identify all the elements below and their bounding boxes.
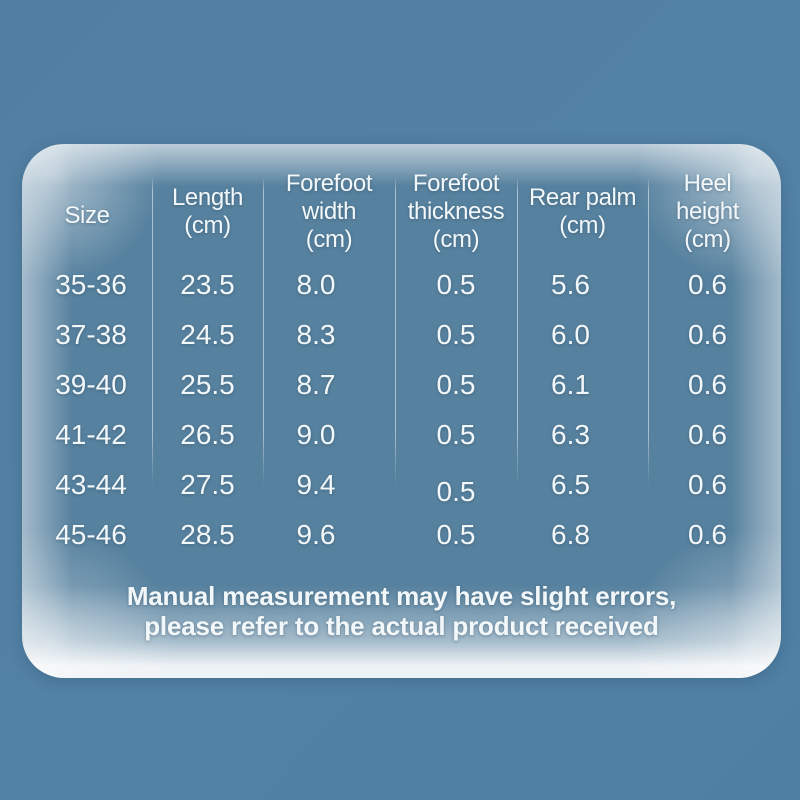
header-label: width — [301, 198, 357, 225]
header-unit: (cm) — [559, 212, 606, 239]
table-row: 45-46 28.5 9.6 0.5 6.8 0.6 — [22, 510, 781, 560]
header-label: Forefoot — [412, 170, 500, 197]
column-divider — [263, 177, 264, 486]
table-row: 35-36 23.5 8.0 0.5 5.6 0.6 — [22, 260, 781, 310]
cell-forefoot-width: 9.4 — [296, 469, 336, 500]
header-unit: (cm) — [432, 226, 480, 253]
cell-forefoot-thickness: 0.5 — [436, 319, 476, 350]
cell-heel-height: 0.6 — [688, 519, 727, 550]
header-cell-size: Size — [22, 166, 152, 258]
size-chart-card: Size Length (cm) Forefoot width (cm) For… — [22, 144, 781, 678]
cell-forefoot-thickness: 0.5 — [436, 269, 476, 300]
cell-forefoot-thickness: 0.5 — [436, 419, 476, 450]
header-label: height — [676, 198, 739, 225]
cell-heel-height: 0.6 — [688, 319, 727, 350]
cell-heel-height: 0.6 — [688, 369, 727, 400]
cell-heel-height: 0.6 — [688, 419, 727, 450]
cell-length: 26.5 — [180, 419, 235, 450]
cell-forefoot-width: 8.0 — [296, 269, 336, 300]
header-label: Length — [171, 184, 243, 211]
cell-forefoot-thickness: 0.5 — [436, 519, 476, 550]
cell-heel-height: 0.6 — [688, 469, 727, 500]
cell-forefoot-thickness: 0.5 — [436, 476, 476, 507]
table-row: 37-38 24.5 8.3 0.5 6.0 0.6 — [22, 310, 781, 360]
cell-size: 41-42 — [55, 419, 127, 450]
cell-rear-palm: 6.5 — [551, 469, 590, 500]
header-label: Size — [64, 201, 110, 229]
cell-forefoot-width: 8.7 — [296, 369, 336, 400]
cell-size: 39-40 — [55, 369, 127, 400]
cell-rear-palm: 5.6 — [551, 269, 590, 300]
disclaimer-line-1: Manual measurement may have slight error… — [126, 581, 677, 611]
header-cell-forefoot-thickness: Forefoot thickness (cm) — [395, 166, 517, 258]
cell-rear-palm: 6.0 — [551, 319, 590, 350]
table-row: 39-40 25.5 8.7 0.5 6.1 0.6 — [22, 360, 781, 410]
cell-forefoot-width: 9.0 — [296, 419, 336, 450]
cell-size: 45-46 — [55, 519, 127, 550]
header-cell-rear-palm: Rear palm (cm) — [517, 166, 648, 258]
cell-rear-palm: 6.8 — [551, 519, 590, 550]
cell-rear-palm: 6.3 — [551, 419, 590, 450]
cell-forefoot-width: 8.3 — [296, 319, 336, 350]
cell-forefoot-width: 9.6 — [296, 519, 336, 550]
cell-length: 23.5 — [180, 269, 235, 300]
cell-heel-height: 0.6 — [688, 269, 727, 300]
header-label: Heel — [683, 170, 732, 197]
cell-forefoot-thickness: 0.5 — [436, 369, 476, 400]
cell-rear-palm: 6.1 — [551, 369, 590, 400]
column-divider — [395, 177, 396, 486]
column-divider — [517, 177, 518, 486]
header-unit: (cm) — [305, 226, 353, 253]
header-unit: (cm) — [184, 212, 231, 239]
cell-size: 43-44 — [55, 469, 127, 500]
disclaimer-line-2: please refer to the actual product recei… — [144, 611, 659, 641]
header-cell-heel-height: Heel height (cm) — [648, 166, 781, 258]
header-cell-forefoot-width: Forefoot width (cm) — [263, 166, 395, 258]
disclaimer-note: Manual measurement may have slight error… — [22, 581, 781, 641]
table-row: 41-42 26.5 9.0 0.5 6.3 0.6 — [22, 410, 781, 460]
cell-length: 27.5 — [180, 469, 235, 500]
cell-size: 35-36 — [55, 269, 127, 300]
table-header-row: Size Length (cm) Forefoot width (cm) For… — [22, 166, 781, 258]
cell-length: 24.5 — [180, 319, 235, 350]
header-label: Rear palm — [528, 184, 637, 211]
header-cell-length: Length (cm) — [152, 166, 263, 258]
cell-length: 28.5 — [180, 519, 235, 550]
table-row: 43-44 27.5 9.4 0.5 6.5 0.6 — [22, 460, 781, 510]
header-label: thickness — [407, 198, 505, 225]
column-divider — [648, 177, 649, 486]
header-label: Forefoot — [285, 170, 373, 197]
column-divider — [152, 177, 153, 486]
table-body: 35-36 23.5 8.0 0.5 5.6 0.6 37-38 24.5 8.… — [22, 260, 781, 560]
cell-size: 37-38 — [55, 319, 127, 350]
header-unit: (cm) — [684, 226, 731, 253]
cell-length: 25.5 — [180, 369, 235, 400]
